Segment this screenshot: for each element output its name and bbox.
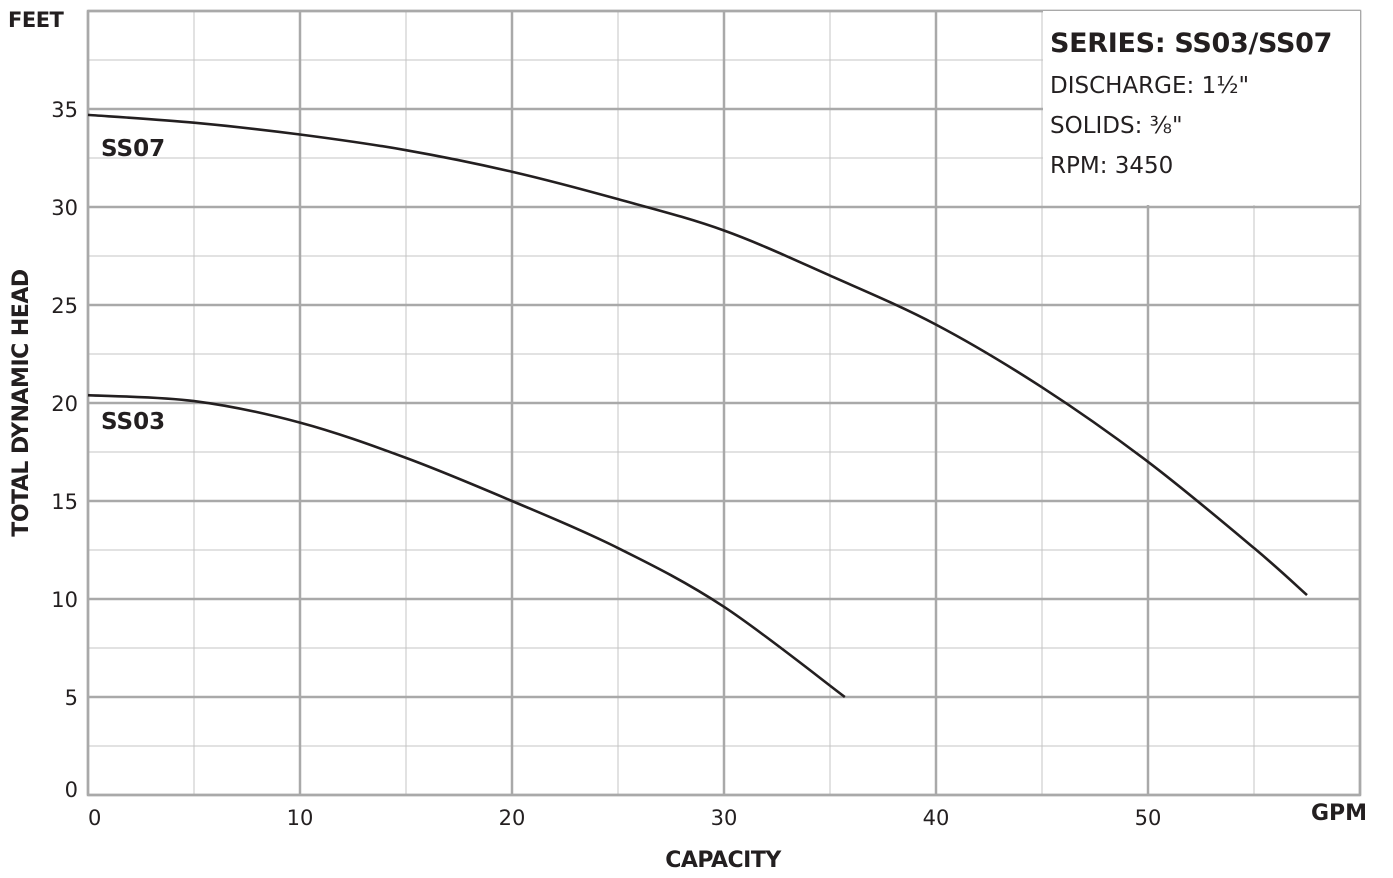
y-tick-label: 15 xyxy=(51,490,78,514)
x-tick-label: 0 xyxy=(88,806,101,830)
series-label-ss07: SS07 xyxy=(101,136,166,162)
series-title: SERIES: SS03/SS07 xyxy=(1050,28,1333,59)
series-line-ss03 xyxy=(87,393,846,699)
x-tick-label: 50 xyxy=(1135,806,1162,830)
x-axis-title: CAPACITY xyxy=(665,848,781,873)
y-tick-label: 20 xyxy=(51,392,78,416)
performance-curves xyxy=(87,113,1308,699)
series-spec-box: SERIES: SS03/SS07 DISCHARGE: 1½" SOLIDS:… xyxy=(1043,11,1360,205)
y-unit-label: FEET xyxy=(8,8,64,32)
x-tick-label: 30 xyxy=(711,806,738,830)
solids-spec: SOLIDS: ⅜" xyxy=(1050,113,1183,139)
series-label-ss03: SS03 xyxy=(101,409,166,435)
y-tick-label: 35 xyxy=(51,98,78,122)
y-tick-label: 5 xyxy=(65,686,78,710)
rpm-spec: RPM: 3450 xyxy=(1050,153,1174,179)
x-tick-label: 20 xyxy=(499,806,526,830)
plot-frame xyxy=(86,9,1362,797)
y-tick-label: 0 xyxy=(65,778,78,802)
y-tick-label: 10 xyxy=(51,588,78,612)
y-tick-label: 25 xyxy=(51,294,78,318)
x-tick-label: 10 xyxy=(287,806,314,830)
series-line-ss07 xyxy=(87,113,1308,597)
y-axis-title: TOTAL DYNAMIC HEAD xyxy=(9,269,34,537)
discharge-spec: DISCHARGE: 1½" xyxy=(1050,73,1250,99)
x-unit-label: GPM xyxy=(1311,801,1368,826)
x-tick-label: 40 xyxy=(923,806,950,830)
tick-labels: 0 10 20 30 40 50 0 5 10 15 20 25 30 35 xyxy=(51,98,1161,830)
y-tick-label: 30 xyxy=(51,196,78,220)
